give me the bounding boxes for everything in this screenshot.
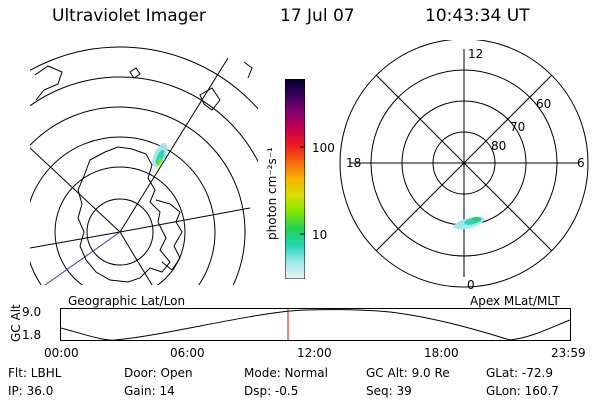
geographic-map [30,46,258,285]
filter-status: Flt: LBHL [8,366,62,380]
polar-mlt-plot [339,40,589,288]
glon-status: GLon: 160.7 [486,384,559,398]
mode-status: Mode: Normal [244,366,328,380]
gain-status: Gain: 14 [124,384,175,398]
time-tick-0600: 06:00 [170,346,205,360]
ip-status: IP: 36.0 [8,384,54,398]
colorbar-unit-label: photon cm⁻²s⁻¹ [265,147,279,240]
mlt-label-6: 6 [577,156,585,170]
geographic-panel-label: Geographic Lat/Lon [68,294,186,308]
date-label: 17 Jul 07 [280,6,355,26]
time-label: 10:43:34 UT [425,6,530,26]
seq-status: Seq: 39 [366,384,412,398]
dsp-status: Dsp: -0.5 [244,384,299,398]
glat-status: GLat: -72.9 [486,366,553,380]
mlt-label-12: 12 [468,47,484,61]
altitude-axis-label: GC Alt [9,304,23,342]
colorbar-gradient [284,78,306,280]
mlt-label-0: 0 [467,278,475,292]
colorbar-tick-100: 100 [312,141,335,155]
altitude-tick-high: 9.0 [22,305,42,319]
altitude-tick-low: 1.8 [22,328,42,342]
time-tick-0000: 00:00 [44,346,79,360]
mlat-label-70: 70 [510,120,526,134]
aurora-emission-polar [453,216,485,230]
mlat-label-60: 60 [536,97,552,111]
apex-panel-label: Apex MLat/MLT [470,294,560,308]
aurora-emission [152,142,168,168]
altitude-plot [60,308,571,341]
door-status: Door: Open [124,366,193,380]
mlat-label-80: 80 [491,139,507,153]
time-tick-1800: 18:00 [424,346,459,360]
colorbar-tick-10: 10 [312,228,328,242]
time-tick-1200: 12:00 [297,346,332,360]
gc-alt-status: GC Alt: 9.0 Re [366,366,450,380]
colorbar [284,78,306,280]
mlt-label-18: 18 [346,156,362,170]
time-tick-2359: 23:59 [551,346,586,360]
instrument-title: Ultraviolet Imager [52,6,206,26]
